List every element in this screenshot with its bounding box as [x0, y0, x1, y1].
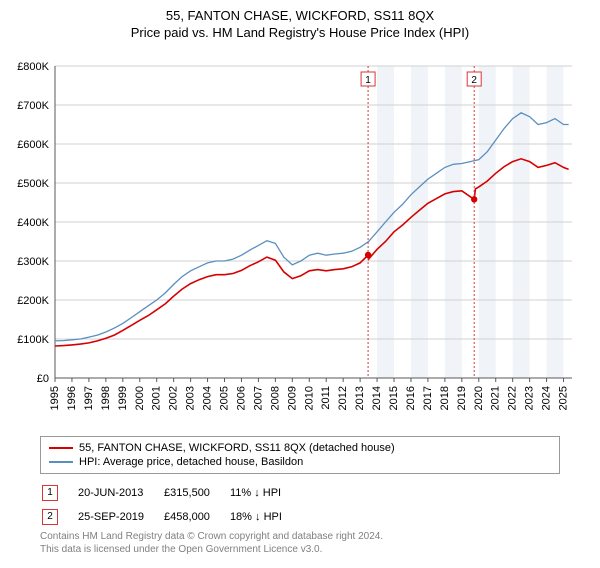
svg-text:2024: 2024 — [541, 386, 553, 410]
legend-row: HPI: Average price, detached house, Basi… — [49, 455, 551, 469]
svg-text:2022: 2022 — [507, 386, 519, 410]
event-row: 1 20-JUN-2013 £315,500 11% ↓ HPI — [42, 482, 300, 504]
event-marker-1: 1 — [42, 485, 58, 501]
svg-text:£500K: £500K — [17, 178, 49, 190]
svg-text:2: 2 — [471, 75, 477, 86]
svg-text:£200K: £200K — [17, 295, 49, 307]
footer-line-2: This data is licensed under the Open Gov… — [40, 543, 383, 556]
svg-text:2018: 2018 — [439, 386, 451, 410]
svg-text:2010: 2010 — [303, 386, 315, 410]
svg-text:1999: 1999 — [117, 386, 129, 410]
svg-text:2005: 2005 — [219, 386, 231, 410]
svg-text:£700K: £700K — [17, 100, 49, 112]
svg-text:2023: 2023 — [524, 386, 536, 410]
svg-text:2011: 2011 — [320, 386, 332, 410]
svg-text:£300K: £300K — [17, 256, 49, 268]
legend-row: 55, FANTON CHASE, WICKFORD, SS11 8QX (de… — [49, 441, 551, 455]
legend-swatch-price — [49, 447, 73, 449]
chart-svg: £0 £100K £200K £300K £400K £500K £600K £700K £80… — [0, 58, 600, 428]
legend-label: HPI: Average price, detached house, Basi… — [79, 456, 303, 468]
svg-text:£0: £0 — [37, 373, 49, 385]
event-delta: 11% ↓ HPI — [230, 482, 300, 504]
event-date: 20-JUN-2013 — [78, 482, 162, 504]
svg-text:2014: 2014 — [371, 386, 383, 410]
svg-text:£400K: £400K — [17, 217, 49, 229]
footer: Contains HM Land Registry data © Crown c… — [40, 530, 383, 556]
svg-text:1997: 1997 — [83, 386, 95, 410]
svg-text:2012: 2012 — [337, 386, 349, 410]
svg-text:2001: 2001 — [151, 386, 163, 410]
svg-text:£600K: £600K — [17, 139, 49, 151]
event-price: £315,500 — [164, 482, 228, 504]
svg-text:2002: 2002 — [168, 386, 180, 410]
svg-text:£100K: £100K — [17, 334, 49, 346]
chart-area: £0 £100K £200K £300K £400K £500K £600K £700K £80… — [0, 58, 600, 428]
svg-text:1998: 1998 — [100, 386, 112, 410]
svg-text:2013: 2013 — [354, 386, 366, 410]
svg-text:2017: 2017 — [422, 386, 434, 410]
footer-line-1: Contains HM Land Registry data © Crown c… — [40, 530, 383, 543]
svg-text:2025: 2025 — [558, 386, 570, 410]
event-delta: 18% ↓ HPI — [230, 506, 300, 528]
chart-container: 55, FANTON CHASE, WICKFORD, SS11 8QX Pri… — [0, 8, 600, 568]
chart-subtitle: Price paid vs. HM Land Registry's House … — [0, 25, 600, 40]
svg-text:1: 1 — [365, 75, 371, 86]
events-table: 1 20-JUN-2013 £315,500 11% ↓ HPI 2 25-SE… — [40, 480, 302, 530]
svg-text:2016: 2016 — [405, 386, 417, 410]
svg-text:2015: 2015 — [388, 386, 400, 410]
svg-text:2007: 2007 — [252, 386, 264, 410]
svg-text:1995: 1995 — [49, 386, 61, 410]
chart-title: 55, FANTON CHASE, WICKFORD, SS11 8QX — [0, 8, 600, 23]
svg-text:1996: 1996 — [66, 386, 78, 410]
event-marker-2: 2 — [42, 509, 58, 525]
svg-text:2019: 2019 — [456, 386, 468, 410]
event-price: £458,000 — [164, 506, 228, 528]
svg-text:2004: 2004 — [202, 386, 214, 410]
svg-text:2000: 2000 — [134, 386, 146, 410]
svg-text:2009: 2009 — [286, 386, 298, 410]
legend-box: 55, FANTON CHASE, WICKFORD, SS11 8QX (de… — [40, 436, 560, 474]
svg-text:2020: 2020 — [473, 386, 485, 410]
svg-text:2006: 2006 — [235, 386, 247, 410]
svg-text:2003: 2003 — [185, 386, 197, 410]
event-row: 2 25-SEP-2019 £458,000 18% ↓ HPI — [42, 506, 300, 528]
svg-text:2021: 2021 — [490, 386, 502, 410]
legend: 55, FANTON CHASE, WICKFORD, SS11 8QX (de… — [40, 436, 560, 474]
svg-text:2008: 2008 — [269, 386, 281, 410]
legend-label: 55, FANTON CHASE, WICKFORD, SS11 8QX (de… — [79, 442, 395, 454]
legend-swatch-hpi — [49, 461, 73, 463]
svg-text:£800K: £800K — [17, 61, 49, 73]
event-date: 25-SEP-2019 — [78, 506, 162, 528]
